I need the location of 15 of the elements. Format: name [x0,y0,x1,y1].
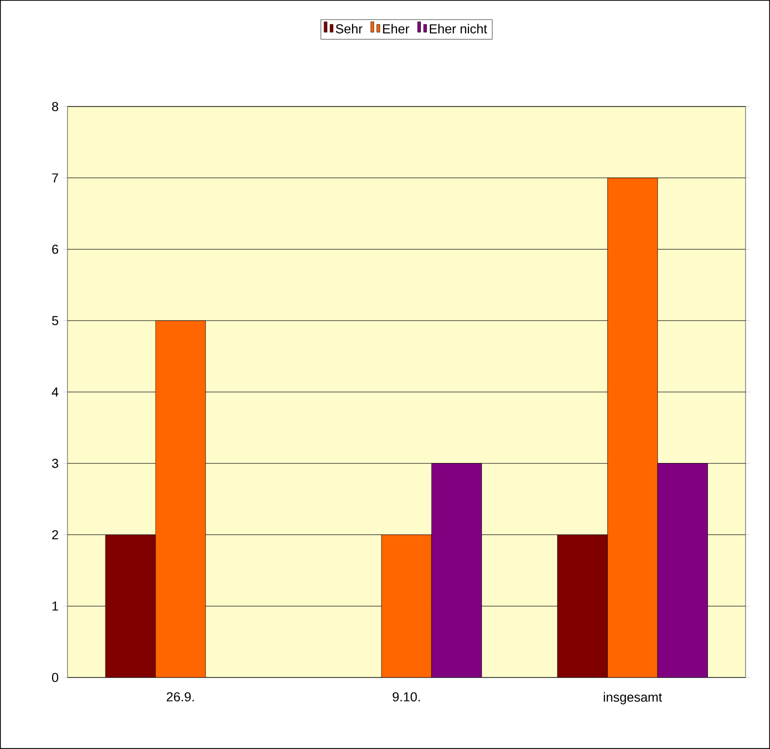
legend-label: Sehr [336,24,362,34]
y-tick-label: 5 [52,316,58,326]
x-tick-label: 26.9. [166,692,194,702]
y-tick-label: 4 [52,388,58,396]
y-tick-label: 2 [52,530,58,540]
legend-label: Eher [383,24,410,34]
legend-label: Eher nicht [430,24,488,34]
y-tick-label: 0 [52,672,58,682]
y-tick-label: 3 [52,458,58,468]
x-tick-label: insgesamt [604,692,662,704]
y-tick-label: 6 [52,244,58,254]
y-tick-label: 7 [52,173,58,182]
y-tick-label: 8 [52,102,58,112]
y-tick-label: 1 [52,602,58,611]
x-tick-label: 9.10. [392,692,420,702]
